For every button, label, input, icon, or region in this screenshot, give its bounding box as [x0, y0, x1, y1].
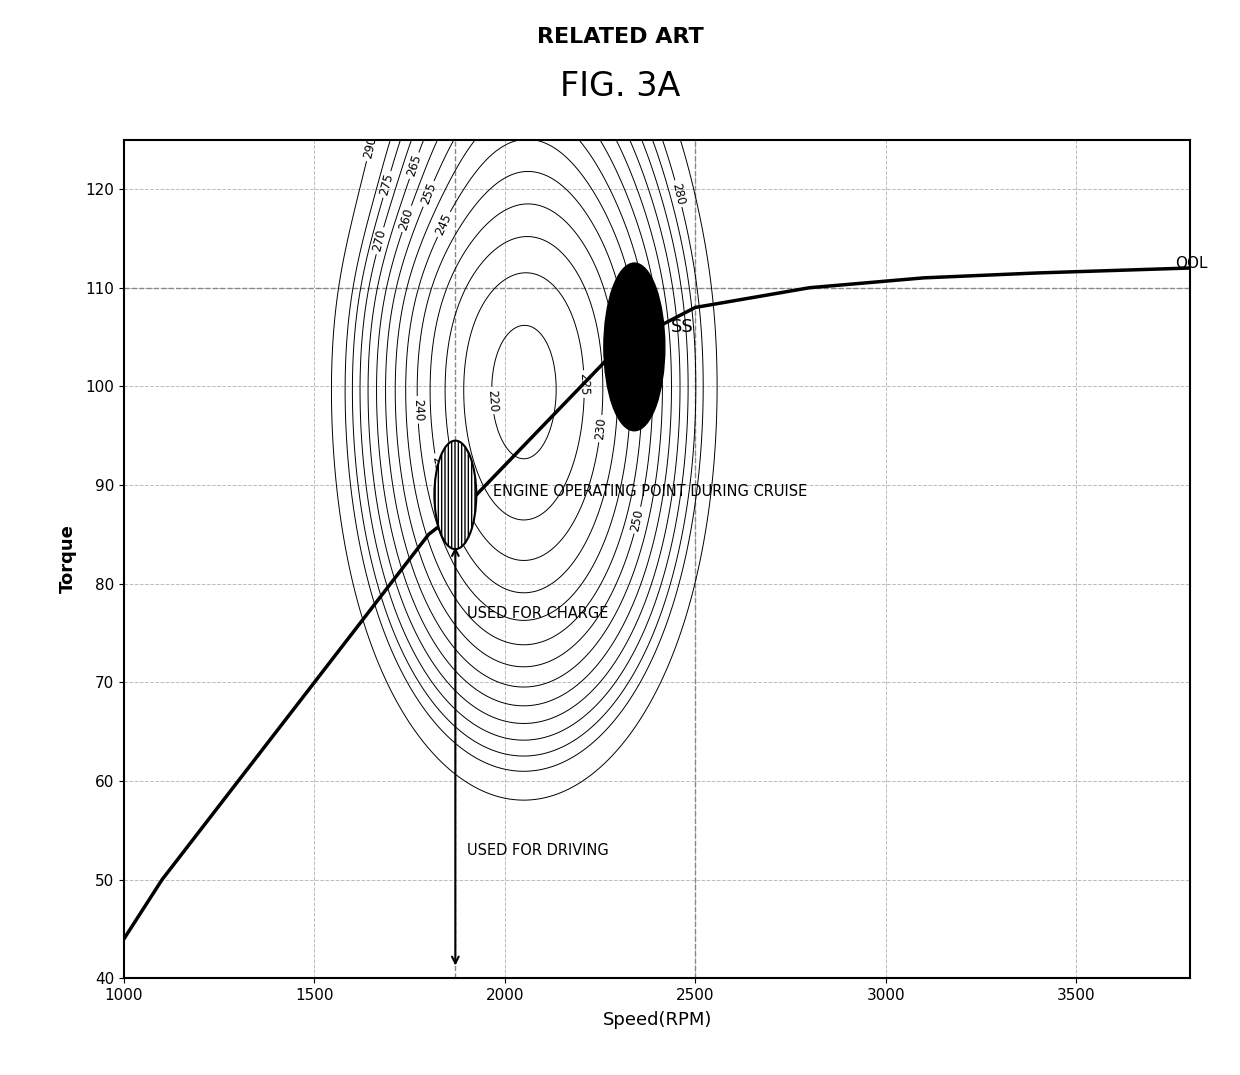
Text: 280: 280	[670, 182, 687, 206]
Text: FIG. 3A: FIG. 3A	[559, 70, 681, 103]
Text: 220: 220	[485, 389, 500, 412]
Text: 245: 245	[433, 212, 454, 238]
Text: 265: 265	[404, 153, 424, 178]
Text: 290: 290	[361, 135, 379, 160]
Text: RELATED ART: RELATED ART	[537, 27, 703, 47]
Text: 260: 260	[397, 206, 417, 231]
Text: 230: 230	[593, 417, 608, 441]
Text: 250: 250	[629, 508, 646, 532]
Ellipse shape	[434, 441, 476, 549]
Text: 270: 270	[371, 228, 389, 253]
Text: USED FOR CHARGE: USED FOR CHARGE	[466, 605, 608, 620]
Text: SS: SS	[671, 318, 693, 336]
Text: 275: 275	[378, 172, 396, 197]
Text: 225: 225	[578, 373, 590, 396]
Ellipse shape	[604, 263, 665, 431]
Text: 240: 240	[410, 399, 424, 421]
Y-axis label: Torque: Torque	[60, 525, 77, 593]
Text: 255: 255	[419, 181, 439, 206]
Text: 235: 235	[429, 455, 445, 479]
Text: OOL: OOL	[1176, 256, 1208, 271]
Text: ENGINE OPERATING POINT DURING CRUISE: ENGINE OPERATING POINT DURING CRUISE	[494, 485, 807, 500]
Text: USED FOR DRIVING: USED FOR DRIVING	[466, 843, 609, 858]
X-axis label: Speed(RPM): Speed(RPM)	[603, 1012, 712, 1029]
